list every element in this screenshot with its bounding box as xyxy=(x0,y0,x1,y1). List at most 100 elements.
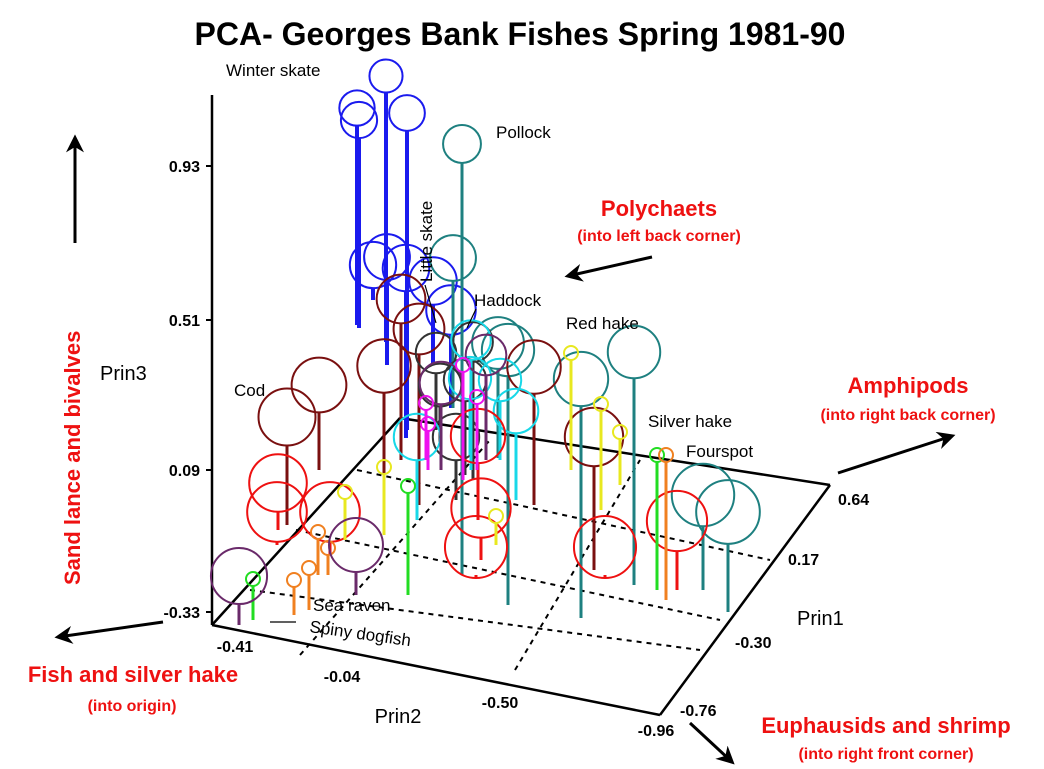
prin2-tick-3: -0.96 xyxy=(638,723,675,740)
direction-front-right-label: Euphausids and shrimp xyxy=(761,713,1010,738)
arrow-front-right xyxy=(688,721,735,765)
species-label-fourspot: Fourspot xyxy=(686,442,753,461)
stem-1-7 xyxy=(695,479,761,612)
stem-head xyxy=(572,514,638,580)
stem-head xyxy=(606,324,662,380)
stem-head xyxy=(286,572,302,588)
stem-head xyxy=(452,321,494,363)
stem-7-2 xyxy=(320,540,336,575)
stem-1-4 xyxy=(552,350,610,618)
stem-6-1 xyxy=(245,571,261,620)
stem-head xyxy=(381,243,431,293)
leader-lines xyxy=(270,284,477,623)
stem-head xyxy=(356,338,412,394)
direction-back-right-label: Amphipods xyxy=(848,373,969,398)
stem-5-1 xyxy=(246,481,308,545)
arrow-back-left xyxy=(564,255,653,282)
stem-head xyxy=(552,350,610,408)
stem-head xyxy=(320,540,336,556)
stem-head xyxy=(420,416,436,432)
direction-back-right-sub: (into right back corner) xyxy=(820,407,995,424)
stem-head xyxy=(469,389,485,405)
species-label-spiny-dogfish: Spiny dogfish xyxy=(308,617,412,650)
stem-5-7 xyxy=(645,489,709,590)
prin3-axis-label: Prin3 xyxy=(100,363,147,385)
stem-head xyxy=(257,387,317,447)
prin3-tick-2: 0.09 xyxy=(169,463,200,480)
stem-head xyxy=(442,124,482,164)
stem-8-4 xyxy=(337,484,353,540)
stem-head xyxy=(477,357,523,403)
stem-9-3 xyxy=(464,333,508,460)
stem-head xyxy=(246,481,308,543)
direction-back-left-label: Polychaets xyxy=(601,196,717,221)
stem-head xyxy=(376,459,392,475)
arrow-back-right xyxy=(837,431,956,475)
stems-layer xyxy=(209,58,761,625)
stem-head xyxy=(299,481,361,543)
stem-head xyxy=(464,333,508,377)
species-label-cod: Cod xyxy=(234,381,265,400)
stem-head xyxy=(506,339,562,395)
stem-9-0 xyxy=(209,546,269,625)
prin2-axis-label: Prin2 xyxy=(375,706,422,728)
prin3-tick-0: 0.93 xyxy=(169,159,200,176)
arrow-left xyxy=(54,620,164,644)
prin1-tick-2: -0.30 xyxy=(735,635,772,652)
stem-6-2 xyxy=(649,447,665,590)
species-label-haddock: Haddock xyxy=(474,291,542,310)
stem-head xyxy=(450,477,512,539)
floor-grid xyxy=(249,439,771,671)
stem-head xyxy=(400,478,416,494)
species-label-pollock: Pollock xyxy=(496,123,551,142)
species-label-silver-hake: Silver hake xyxy=(648,412,732,431)
axes-frame xyxy=(210,95,832,717)
stem-head xyxy=(338,89,376,127)
stem-head xyxy=(695,479,761,545)
direction-left-label: Fish and silver hake xyxy=(28,662,238,687)
stem-head xyxy=(431,412,481,462)
direction-front-right-sub: (into right front corner) xyxy=(798,746,973,763)
prin2-tick-0: -0.41 xyxy=(217,639,254,656)
stem-head xyxy=(488,508,504,524)
direction-arrows xyxy=(54,134,956,765)
stem-7-1 xyxy=(310,524,326,575)
stem-4-4 xyxy=(477,357,523,460)
stem-10-1 xyxy=(418,395,434,460)
stem-head xyxy=(301,560,317,576)
direction-up-label: Sand lance and bivalves xyxy=(60,331,85,585)
species-label-little-skate: Little skate xyxy=(417,201,436,282)
direction-left-sub: (into origin) xyxy=(88,698,177,715)
stem-head xyxy=(443,514,509,580)
tick-marks xyxy=(206,165,212,613)
stem-head xyxy=(392,302,446,356)
prin1-tick-3: -0.76 xyxy=(680,703,717,720)
stem-4-3 xyxy=(492,387,540,500)
stem-8-1 xyxy=(593,396,609,510)
stem-head xyxy=(563,345,579,361)
stem-head xyxy=(310,524,326,540)
stem-7-0 xyxy=(658,447,674,600)
species-label-red-hake: Red hake xyxy=(566,314,639,333)
stem-8-0 xyxy=(563,345,579,470)
stem-head xyxy=(593,396,609,412)
stem-1-5 xyxy=(606,324,662,585)
stem-head xyxy=(670,462,736,528)
stem-head xyxy=(209,546,269,606)
stem-2-1 xyxy=(257,387,317,525)
stem-5-6 xyxy=(572,514,638,580)
stem-0-5 xyxy=(348,240,398,300)
stem-1-0 xyxy=(442,124,482,575)
stem-head xyxy=(455,357,471,373)
stem-2-0 xyxy=(290,356,348,470)
stem-head xyxy=(348,240,398,290)
stem-7-4 xyxy=(286,572,302,615)
stem-head xyxy=(248,453,308,513)
stem-head xyxy=(368,58,404,94)
stem-1-6 xyxy=(670,462,736,590)
prin2-tick-2: -0.50 xyxy=(482,695,519,712)
prin1-tick-1: 0.17 xyxy=(788,552,819,569)
stem-7-3 xyxy=(301,560,317,610)
stem-head xyxy=(492,387,540,435)
stem-0-2 xyxy=(339,100,379,328)
